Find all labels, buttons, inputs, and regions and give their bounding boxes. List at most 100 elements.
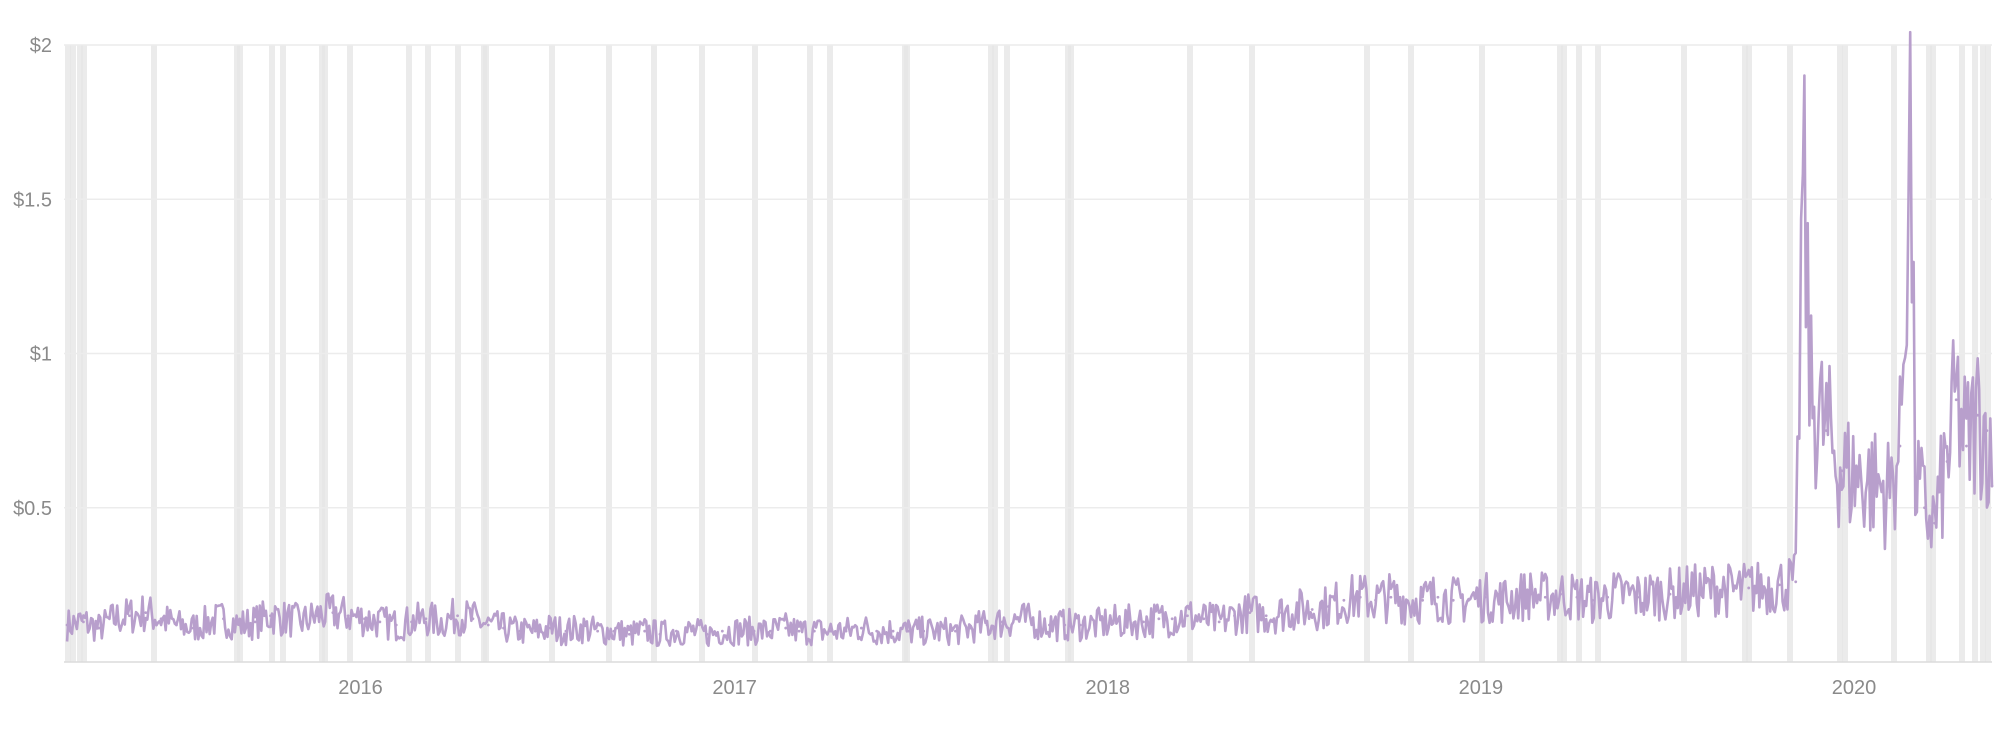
data-point [1990, 484, 1994, 488]
data-point [859, 626, 863, 630]
data-point [784, 626, 788, 630]
data-point [128, 614, 131, 618]
data-point [1186, 614, 1189, 618]
data-point [175, 623, 178, 627]
data-point [269, 614, 272, 618]
data-point [1233, 614, 1236, 618]
data-point [705, 632, 709, 636]
data-point [1467, 598, 1470, 602]
data-point [1856, 475, 1860, 479]
data-point [1872, 481, 1875, 485]
data-point [65, 623, 69, 627]
data-point [627, 632, 631, 636]
y-tick-label: $1 [30, 344, 52, 366]
data-point [533, 629, 537, 633]
data-point [1908, 123, 1912, 127]
data-point [1389, 595, 1393, 599]
data-point [1804, 259, 1808, 263]
data-point [346, 614, 350, 618]
data-point [1809, 398, 1813, 402]
data-point [1110, 620, 1114, 624]
data-point [1888, 490, 1892, 494]
data-point [1031, 620, 1035, 624]
data-point [1747, 586, 1751, 590]
data-point [1063, 623, 1067, 627]
data-point [1777, 583, 1781, 587]
data-point [812, 629, 816, 633]
data-point [844, 629, 848, 633]
data-point [797, 629, 801, 633]
axes: $2 $1.5 $1 $0.5 2016 2017 2018 2019 2020 [13, 35, 1992, 699]
data-point [1142, 620, 1145, 624]
data-point [1498, 598, 1502, 602]
gridlines [64, 44, 1992, 509]
data-point [1264, 614, 1268, 618]
data-point [1762, 586, 1766, 590]
y-tick-label: $2 [30, 35, 52, 57]
data-point [1653, 592, 1657, 596]
data-point [1451, 598, 1455, 602]
data-point [238, 623, 242, 627]
data-point [954, 629, 957, 633]
data-point [1342, 598, 1346, 602]
series-layer [65, 30, 1994, 648]
data-point [875, 629, 879, 633]
data-point [1217, 620, 1221, 624]
data-point [1700, 589, 1704, 593]
data-point [1976, 413, 1980, 417]
data-point [316, 614, 319, 618]
data-point [1954, 398, 1958, 402]
data-point [1094, 623, 1097, 627]
data-point [1621, 592, 1625, 596]
data-point [1668, 592, 1672, 596]
data-point [1421, 598, 1424, 602]
data-point [1731, 589, 1735, 593]
series-line [65, 30, 1994, 648]
data-point [1575, 595, 1579, 599]
data-point [1985, 429, 1989, 433]
data-point [1559, 592, 1563, 596]
data-point [1078, 623, 1082, 627]
data-point [549, 626, 553, 630]
data-point [144, 611, 148, 615]
data-point [253, 620, 257, 624]
data-point [564, 629, 568, 633]
data-point [1965, 444, 1968, 448]
x-tick-label: 2017 [712, 677, 757, 699]
data-point [1436, 595, 1440, 599]
data-point [643, 629, 647, 633]
data-point [378, 620, 382, 624]
x-tick-label: 2020 [1832, 677, 1877, 699]
data-point [1310, 608, 1314, 611]
data-point [1898, 444, 1902, 448]
y-tick-label: $0.5 [13, 498, 52, 520]
data-point [1374, 598, 1377, 602]
data-point [737, 629, 741, 633]
data-point [1801, 176, 1805, 180]
data-point [674, 629, 678, 633]
data-point [206, 620, 210, 624]
data-point [112, 617, 116, 621]
data-point [456, 614, 459, 618]
data-point [752, 629, 756, 633]
x-tick-label: 2016 [338, 677, 383, 699]
data-point [300, 620, 304, 624]
data-point [1923, 506, 1926, 510]
data-point [690, 629, 694, 633]
data-point [720, 629, 724, 633]
data-point [1327, 605, 1330, 608]
data-point [439, 620, 443, 624]
data-point [985, 623, 989, 627]
data-point [1824, 429, 1828, 433]
data-point [1683, 589, 1687, 593]
data-point [937, 629, 941, 633]
y-tick-label: $1.5 [13, 189, 52, 211]
data-point [1483, 595, 1487, 599]
x-tick-label: 2019 [1459, 677, 1504, 699]
data-point [471, 617, 475, 621]
data-point [829, 629, 833, 633]
data-point [922, 629, 926, 633]
data-point [1001, 620, 1004, 624]
data-point [424, 617, 428, 621]
